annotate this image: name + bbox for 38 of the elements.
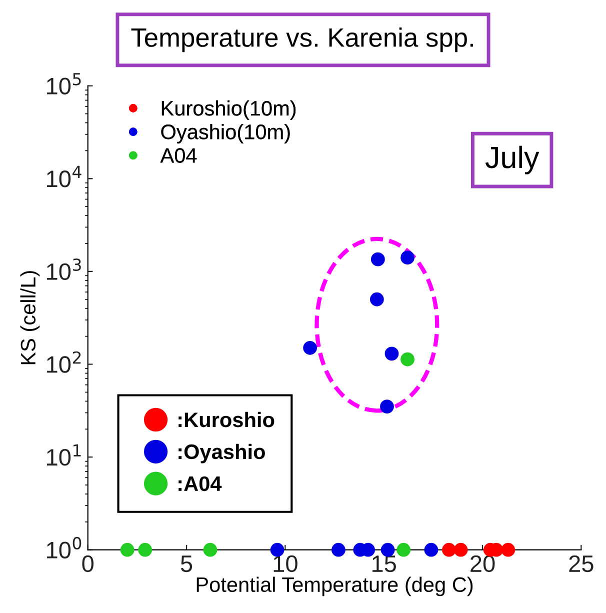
y-tick-label: 10$^{3}$ bbox=[47, 258, 81, 280]
point bbox=[400, 352, 414, 366]
point bbox=[400, 250, 414, 265]
x-tick-label: 10 bbox=[274, 555, 298, 572]
point bbox=[442, 542, 456, 557]
x-axis-title: Potential Temperature (deg C) bbox=[196, 576, 473, 596]
x-tick-label: 0 bbox=[82, 555, 94, 572]
y-tick-label: 10$^{0}$ bbox=[47, 536, 82, 558]
point bbox=[370, 292, 384, 306]
y-tick-label: 10$^{4}$ bbox=[47, 166, 82, 188]
chart-title: Temperature vs. Karenia spp. bbox=[131, 28, 473, 52]
x-tick-label: 5 bbox=[180, 556, 192, 572]
annotation: :A04 bbox=[178, 476, 222, 492]
point bbox=[303, 340, 317, 355]
annotation: :Oyashio bbox=[178, 444, 265, 464]
annotation: :Kuroshio bbox=[178, 412, 274, 428]
point bbox=[203, 542, 218, 557]
y-axis-title: KS (cell/L) bbox=[20, 271, 40, 364]
point bbox=[454, 542, 468, 557]
y-tick-label: 10$^{2}$ bbox=[47, 351, 81, 373]
x-tick-label: 15 bbox=[372, 556, 396, 572]
y-tick-label: 10$^{5}$ bbox=[47, 73, 81, 94]
point bbox=[424, 542, 438, 557]
point bbox=[501, 542, 516, 557]
x-tick-label: 20 bbox=[470, 555, 495, 572]
point bbox=[384, 346, 399, 361]
legend-label: A04 bbox=[160, 148, 197, 163]
y-tick-label: 10$^{1}$ bbox=[47, 444, 81, 466]
legend-label: Kuroshio(10m) bbox=[162, 100, 296, 120]
legend-label: Oyashio(10m) bbox=[161, 124, 290, 144]
annotation: July bbox=[485, 146, 540, 174]
point bbox=[138, 542, 152, 557]
point bbox=[396, 542, 411, 557]
point bbox=[380, 400, 394, 414]
point bbox=[332, 542, 346, 557]
point bbox=[120, 542, 134, 557]
x-tick-label: 25 bbox=[569, 555, 594, 572]
point bbox=[370, 252, 385, 266]
